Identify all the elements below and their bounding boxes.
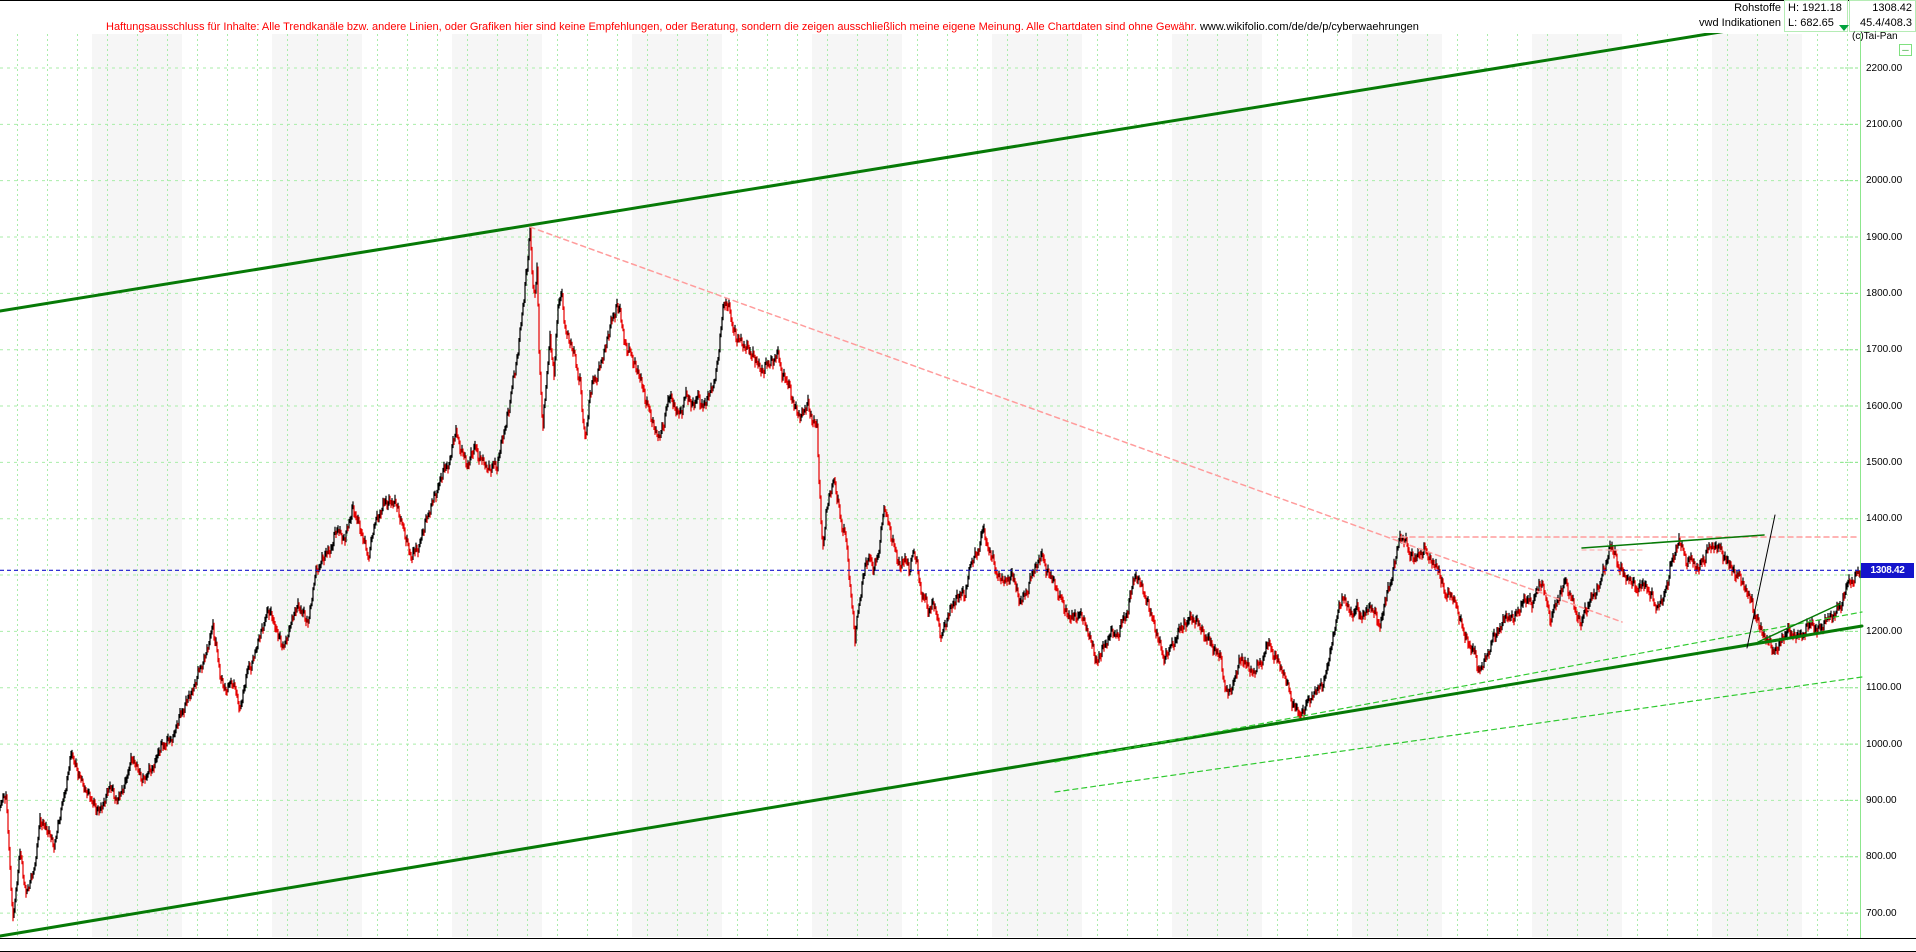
high-value: H: 1921.18	[1788, 2, 1842, 14]
short-green-support	[1757, 603, 1841, 643]
disclaimer-text: Haftungsausschluss für Inhalte: Alle Tre…	[106, 21, 1419, 33]
upper-channel-line	[0, 26, 1747, 313]
dashed-support-line-2	[1054, 676, 1863, 793]
copyright-text: (c)Tai-Pan	[1852, 31, 1898, 42]
copyright-label: (c)Tai-Pan	[1852, 29, 1898, 44]
y-axis-label: 1600.00	[1866, 400, 1903, 412]
y-axis-label: 1400.00	[1866, 513, 1903, 525]
y-axis-label: 1900.00	[1866, 231, 1903, 243]
candlesticks-down	[4, 227, 1860, 922]
lower-channel-line	[0, 624, 1864, 938]
y-axis-label: 1000.00	[1866, 738, 1903, 750]
y-axis-label: 1200.00	[1866, 625, 1903, 637]
x-axis-strip	[0, 938, 1916, 952]
y-axis-label: 2200.00	[1866, 62, 1903, 74]
y-axis-label: 700.00	[1866, 907, 1897, 919]
y-axis-label: 800.00	[1866, 851, 1897, 863]
collapse-panel-icon[interactable]: ─	[1899, 44, 1912, 56]
low-value: L: 682.65	[1788, 17, 1834, 29]
current-price-text: 1308.42	[1870, 564, 1905, 576]
y-axis-label: 2000.00	[1866, 175, 1903, 187]
rising-resistance-line	[1581, 534, 1765, 549]
current-price-tag: 1308.42	[1861, 562, 1914, 578]
y-axis-label: 2100.00	[1866, 118, 1903, 130]
y-axis-label: 1700.00	[1866, 344, 1903, 356]
disclaimer-body: Haftungsausschluss für Inhalte: Alle Tre…	[106, 21, 1197, 33]
dashed-support-line-1	[1054, 611, 1863, 763]
y-axis-label: 1500.00	[1866, 456, 1903, 468]
category-label: Rohstoffe vwd Indikationen	[1697, 1, 1781, 31]
candlesticks-up	[0, 225, 1861, 918]
y-axis-label: 1100.00	[1866, 682, 1902, 694]
category-value: Rohstoffe	[1734, 2, 1781, 14]
header-bar	[0, 0, 1916, 33]
y-axis-label: 900.00	[1866, 794, 1897, 806]
disclaimer-url: www.wikifolio.com/de/de/p/cyberwaehrunge…	[1196, 21, 1419, 33]
last-price-box: 1308.42 45.4/408.3	[1849, 0, 1916, 32]
black-trendline	[1746, 514, 1776, 649]
down-triangle-icon	[1839, 25, 1849, 31]
change-info-value: 45.4/408.3	[1860, 17, 1912, 29]
last-price-value: 1308.42	[1872, 2, 1912, 14]
high-low-box: H: 1921.18 L: 682.65	[1784, 0, 1848, 32]
peak-downtrend-line	[529, 226, 1623, 623]
y-axis-label: 1800.00	[1866, 287, 1903, 299]
source-value: vwd Indikationen	[1699, 17, 1781, 29]
